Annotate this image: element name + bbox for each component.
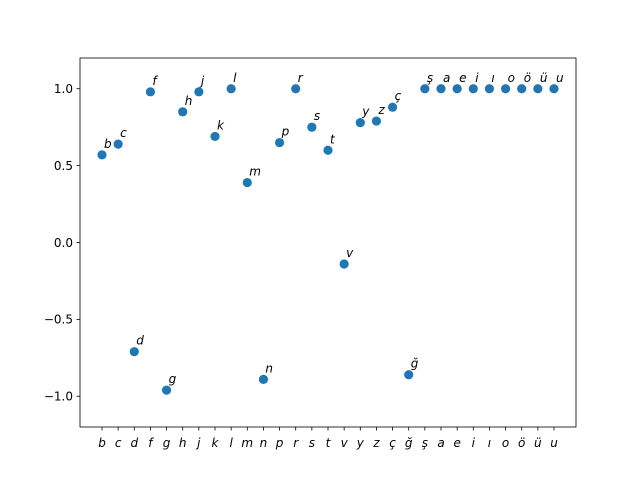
y-tick-label: 0.0 bbox=[54, 236, 73, 250]
data-point bbox=[420, 84, 430, 94]
data-label: h bbox=[185, 94, 193, 108]
x-tick-label: n bbox=[260, 436, 268, 450]
x-tick-label: s bbox=[309, 436, 315, 450]
data-label: i bbox=[475, 71, 479, 85]
data-label: ş bbox=[427, 71, 433, 85]
data-point bbox=[258, 374, 269, 384]
y-tick-label: −1.0 bbox=[44, 390, 73, 404]
data-label: d bbox=[136, 334, 144, 348]
x-tick-label: b bbox=[98, 436, 106, 450]
data-label: g bbox=[169, 372, 177, 386]
data-point bbox=[210, 131, 220, 142]
x-tick-label: j bbox=[195, 436, 201, 450]
x-tick-label: k bbox=[212, 436, 220, 450]
data-point bbox=[97, 150, 107, 160]
data-label: s bbox=[314, 109, 320, 123]
data-label: m bbox=[249, 165, 261, 179]
y-tick-label: −0.5 bbox=[44, 313, 73, 327]
data-label: a bbox=[443, 71, 450, 85]
data-point bbox=[194, 87, 204, 97]
data-label: u bbox=[556, 71, 564, 85]
data-point bbox=[291, 84, 301, 94]
data-label: p bbox=[281, 125, 290, 139]
x-tick-label: ç bbox=[389, 436, 396, 450]
x-tick-label: ğ bbox=[405, 436, 413, 450]
x-tick-label: r bbox=[293, 436, 299, 450]
data-point bbox=[468, 84, 478, 94]
data-point bbox=[226, 84, 236, 94]
data-point bbox=[178, 107, 188, 117]
data-label: y bbox=[361, 105, 370, 119]
data-label: e bbox=[459, 71, 466, 85]
data-point bbox=[549, 84, 559, 94]
data-point bbox=[129, 347, 139, 357]
data-point bbox=[452, 84, 462, 94]
x-tick-label: z bbox=[372, 436, 380, 450]
data-label: b bbox=[104, 137, 112, 151]
data-label: ç bbox=[395, 89, 402, 103]
data-point bbox=[145, 87, 156, 97]
data-point bbox=[371, 116, 382, 126]
x-tick-label: l bbox=[229, 436, 233, 450]
x-tick-label: h bbox=[179, 436, 187, 450]
x-tick-label: u bbox=[550, 436, 558, 450]
x-tick-label: p bbox=[275, 436, 284, 450]
data-point bbox=[323, 145, 333, 155]
x-tick-label: o bbox=[502, 436, 509, 450]
x-tick-label: ü bbox=[534, 436, 542, 450]
data-label: ö bbox=[524, 71, 531, 85]
data-label: j bbox=[199, 74, 205, 88]
x-tick-label: g bbox=[163, 436, 171, 450]
data-point bbox=[339, 259, 349, 269]
data-point bbox=[274, 137, 285, 148]
x-tick-label: m bbox=[241, 436, 253, 450]
data-point bbox=[113, 139, 123, 149]
data-point bbox=[242, 177, 252, 188]
x-tick-label: v bbox=[341, 436, 349, 450]
data-point bbox=[355, 117, 365, 128]
x-tick-label: c bbox=[115, 436, 122, 450]
x-tick-label: e bbox=[453, 436, 460, 450]
data-label: ü bbox=[540, 71, 548, 85]
data-point bbox=[500, 84, 511, 94]
x-tick-label: ö bbox=[518, 436, 525, 450]
data-point bbox=[436, 84, 446, 94]
data-label: f bbox=[152, 74, 158, 88]
x-tick-label: ş bbox=[422, 436, 428, 450]
data-label: z bbox=[377, 103, 385, 117]
data-label: n bbox=[265, 361, 273, 375]
data-point bbox=[533, 84, 543, 94]
data-label: l bbox=[233, 71, 237, 85]
data-label: v bbox=[346, 246, 354, 260]
data-label: ğ bbox=[411, 357, 419, 371]
data-point bbox=[517, 84, 527, 94]
data-label: k bbox=[217, 118, 225, 132]
x-tick-label: d bbox=[130, 436, 138, 450]
data-point bbox=[161, 385, 172, 395]
x-tick-label: f bbox=[148, 436, 154, 450]
data-point bbox=[404, 370, 414, 380]
data-label: o bbox=[508, 71, 515, 85]
data-point bbox=[387, 102, 398, 112]
x-tick-label: ı bbox=[488, 436, 491, 450]
data-label: c bbox=[120, 126, 127, 140]
x-tick-label: y bbox=[356, 436, 365, 450]
x-tick-label: a bbox=[437, 436, 444, 450]
data-point bbox=[307, 122, 317, 132]
y-tick-label: 1.0 bbox=[54, 82, 73, 96]
x-tick-label: t bbox=[326, 436, 332, 450]
data-label: t bbox=[330, 132, 336, 146]
data-label: r bbox=[298, 71, 304, 85]
plot-area: −1.0−0.50.00.51.0b c d f g h j k l m n p r s t v y z ç ğ ş a e… bbox=[44, 57, 577, 450]
data-point bbox=[484, 84, 495, 94]
data-label: ı bbox=[491, 71, 494, 85]
x-tick-label: i bbox=[472, 436, 476, 450]
y-tick-label: 0.5 bbox=[54, 159, 73, 173]
